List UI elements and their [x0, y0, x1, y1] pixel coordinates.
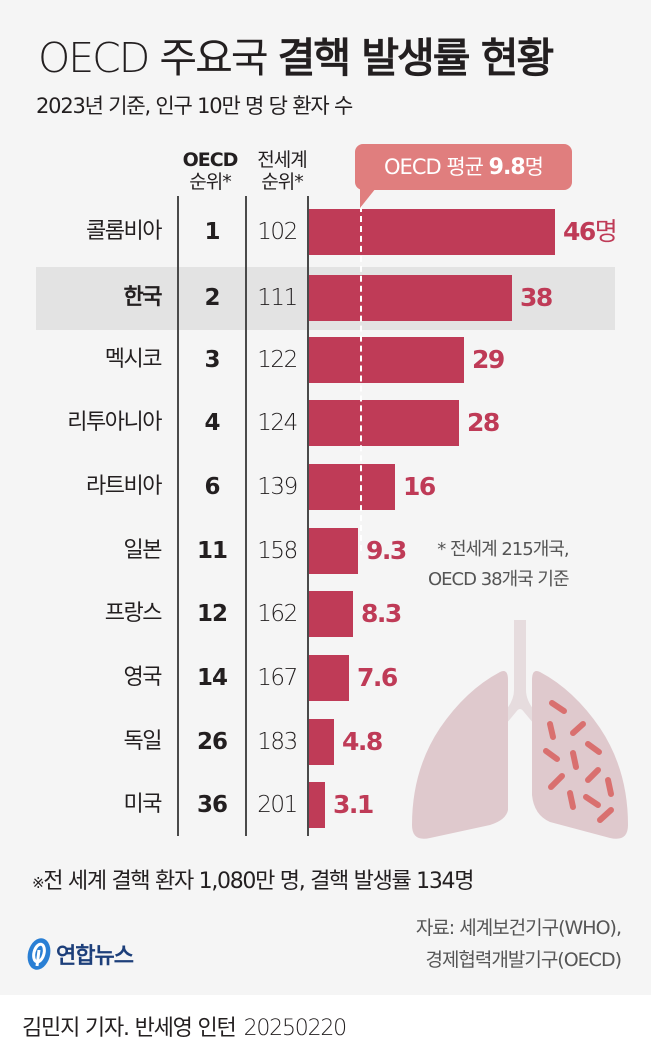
table-row: 라트비아 6 139 16	[0, 455, 651, 519]
oecd-rank-header-line2: 순위*	[189, 171, 231, 193]
world-rank-header-line2: 순위*	[261, 171, 303, 193]
oecd-rank: 1	[204, 219, 220, 245]
yonhap-logo: 연합뉴스	[26, 934, 134, 974]
title-bold: 결핵 발생률 현황	[277, 34, 555, 82]
country-name: 멕시코	[104, 347, 163, 372]
bar-value: 8.3	[361, 599, 402, 628]
callout-value: 9.8	[488, 155, 526, 180]
oecd-rank: 4	[204, 410, 220, 436]
global-summary: ※전 세계 결핵 환자 1,080만 명, 결핵 발생률 134명	[32, 863, 475, 895]
oecd-rank: 6	[204, 474, 220, 500]
bar	[309, 591, 353, 637]
table-row: 콜롬비아 1 102 46명	[0, 200, 651, 264]
bar-value: 4.8	[342, 727, 383, 756]
oecd-rank-header: OECD 순위*	[168, 149, 252, 193]
world-rank: 162	[257, 601, 298, 627]
divider-oecd-world	[245, 196, 247, 836]
table-row: 일본 11 158 9.3	[0, 519, 651, 583]
country-name: 라트비아	[86, 474, 162, 499]
page-title: OECD 주요국 결핵 발생률 현황	[38, 24, 555, 84]
yonhap-globe-icon	[27, 938, 51, 970]
note-line2: OECD 38개국 기준	[428, 569, 570, 590]
table-row: 미국 36 201 3.1	[0, 773, 651, 837]
data-source: 자료: 세계보건기구(WHO), 경제협력개발기구(OECD)	[415, 912, 622, 976]
world-rank: 124	[257, 410, 298, 436]
bar	[309, 337, 464, 383]
source-line1: 자료: 세계보건기구(WHO),	[415, 917, 622, 939]
world-rank: 139	[257, 474, 298, 500]
bar	[309, 655, 349, 701]
table-row: 멕시코 3 122 29	[0, 328, 651, 392]
divider-country-oecd	[177, 196, 179, 836]
bar-value: 29	[472, 345, 505, 374]
callout-prefix: OECD 평균	[384, 155, 489, 179]
table-row: 한국 2 111 38	[0, 266, 651, 330]
note-line1: * 전세계 215개국,	[437, 539, 569, 560]
oecd-average-callout: OECD 평균 9.8명	[355, 144, 572, 190]
country-name: 독일	[123, 729, 163, 754]
bar	[309, 528, 358, 574]
chart-axis	[307, 196, 309, 836]
bar	[309, 782, 325, 828]
oecd-rank-header-line1: OECD	[182, 149, 239, 171]
bar-value: 7.6	[357, 663, 398, 692]
world-rank: 111	[257, 285, 298, 311]
oecd-rank: 36	[196, 792, 228, 818]
bar-value: 38	[520, 283, 553, 312]
world-rank: 158	[257, 538, 298, 564]
table-row: 독일 26 183 4.8	[0, 710, 651, 774]
credit-date: 20250220	[243, 1016, 348, 1041]
table-row: 프랑스 12 162 8.3	[0, 582, 651, 646]
bar-value: 9.3	[366, 536, 407, 565]
summary-text: 전 세계 결핵 환자 1,080만 명, 결핵 발생률 134명	[43, 869, 474, 894]
country-name: 일본	[123, 538, 163, 563]
source-line2: 경제협력개발기구(OECD)	[425, 949, 622, 971]
credit-authors: 김민지 기자. 반세영 인턴	[22, 1016, 237, 1041]
country-name: 영국	[123, 665, 163, 690]
lungs-icon	[412, 620, 628, 839]
bar	[309, 275, 512, 321]
bar-value: 16	[403, 472, 436, 501]
footer	[0, 995, 651, 1057]
bar	[309, 400, 459, 446]
country-name: 리투아니아	[67, 410, 162, 435]
world-rank: 122	[257, 347, 298, 373]
table-row: 리투아니아 4 124 28	[0, 391, 651, 455]
reference-mark: ※	[32, 874, 45, 892]
oecd-average-line	[360, 206, 362, 551]
credit-line: 김민지 기자. 반세영 인턴 20250220	[22, 1010, 348, 1042]
logo-text: 연합뉴스	[56, 944, 134, 969]
world-rank: 102	[257, 219, 298, 245]
oecd-rank: 26	[196, 729, 228, 755]
world-rank: 183	[257, 729, 298, 755]
callout-unit: 명	[524, 155, 544, 179]
world-rank-header-line1: 전세계	[257, 149, 307, 171]
bar	[309, 209, 555, 255]
bar-value: 28	[467, 408, 500, 437]
oecd-rank: 14	[196, 665, 228, 691]
oecd-rank: 12	[196, 601, 228, 627]
world-rank: 201	[257, 792, 298, 818]
oecd-rank: 2	[204, 285, 220, 311]
country-name: 미국	[123, 792, 163, 817]
country-name: 콜롬비아	[86, 219, 162, 244]
bar	[309, 719, 334, 765]
callout-pointer	[360, 188, 376, 208]
bar-value: 3.1	[333, 790, 374, 819]
rank-note: * 전세계 215개국, OECD 38개국 기준	[428, 535, 570, 595]
world-rank: 167	[257, 665, 298, 691]
title-light: OECD 주요국	[38, 34, 269, 82]
subtitle: 2023년 기준, 인구 10만 명 당 환자 수	[36, 94, 353, 118]
bar	[309, 464, 395, 510]
world-rank-header: 전세계 순위*	[240, 149, 324, 193]
bar-value: 46명	[563, 217, 618, 246]
table-row: 영국 14 167 7.6	[0, 646, 651, 710]
country-name: 한국	[123, 285, 163, 310]
oecd-rank: 11	[196, 538, 228, 564]
country-name: 프랑스	[104, 601, 163, 626]
oecd-rank: 3	[204, 347, 220, 373]
